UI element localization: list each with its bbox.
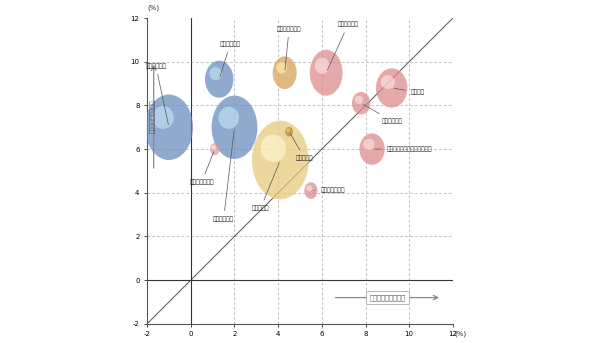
Ellipse shape <box>218 107 239 129</box>
Ellipse shape <box>355 96 363 104</box>
Text: 日本輸出額の伸び率: 日本輸出額の伸び率 <box>370 294 406 301</box>
Text: 【一般機械】: 【一般機械】 <box>213 130 234 222</box>
Ellipse shape <box>211 145 216 150</box>
Ellipse shape <box>209 67 222 80</box>
Ellipse shape <box>307 185 312 191</box>
Ellipse shape <box>286 129 290 132</box>
Ellipse shape <box>152 106 174 129</box>
Ellipse shape <box>273 56 297 89</box>
Text: 世界輸出額の伸び率: 世界輸出額の伸び率 <box>150 99 155 133</box>
Text: 【化学・プラスチック製品】: 【化学・プラスチック製品】 <box>375 146 432 152</box>
Text: 【鉄鋼】: 【鉄鋼】 <box>394 88 425 95</box>
Text: (%): (%) <box>147 4 159 11</box>
Ellipse shape <box>359 133 385 165</box>
Text: (%): (%) <box>454 331 466 337</box>
Ellipse shape <box>315 58 329 74</box>
Text: 【半金属製品】: 【半金属製品】 <box>314 188 345 193</box>
Ellipse shape <box>381 75 395 89</box>
Ellipse shape <box>277 62 287 73</box>
Ellipse shape <box>260 134 286 162</box>
Ellipse shape <box>212 96 257 159</box>
Text: 【輸送用機械】: 【輸送用機械】 <box>277 26 301 70</box>
Text: 【ガラス】: 【ガラス】 <box>290 134 313 161</box>
Ellipse shape <box>210 143 220 155</box>
Ellipse shape <box>285 127 293 137</box>
Text: 【繊維・衣料】: 【繊維・衣料】 <box>190 152 214 185</box>
Ellipse shape <box>310 50 343 96</box>
Ellipse shape <box>145 95 193 160</box>
Ellipse shape <box>205 61 233 98</box>
Ellipse shape <box>252 121 309 199</box>
Text: 【非鉄金属】: 【非鉄金属】 <box>364 105 402 123</box>
Text: 【鉄鋼製品】: 【鉄鋼製品】 <box>328 22 359 70</box>
Text: 【精密機械】: 【精密機械】 <box>220 42 241 76</box>
Text: 【電気機器】: 【電気機器】 <box>145 63 169 125</box>
Ellipse shape <box>304 182 317 199</box>
Ellipse shape <box>363 139 374 150</box>
Ellipse shape <box>352 92 370 115</box>
Ellipse shape <box>376 68 407 108</box>
Text: 【自動車】: 【自動車】 <box>252 163 279 211</box>
